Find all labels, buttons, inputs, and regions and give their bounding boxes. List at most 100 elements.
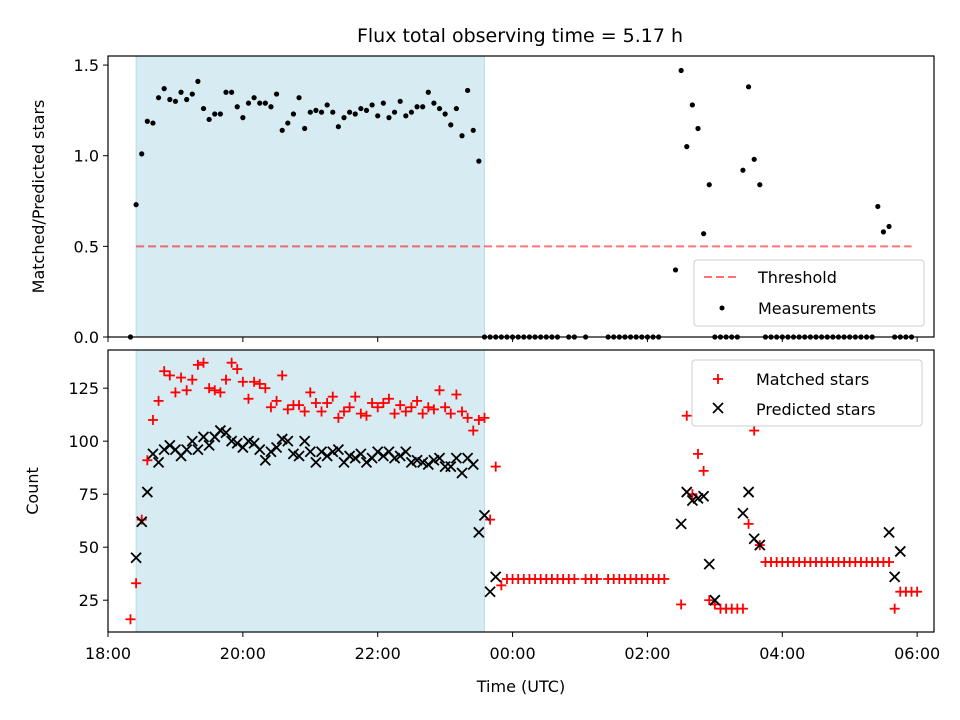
legend-matched-swatch xyxy=(713,374,723,384)
matched-star-point xyxy=(310,398,321,409)
measurement-point xyxy=(420,104,426,110)
matched-star-point xyxy=(490,461,501,472)
predicted-star-point xyxy=(433,452,446,464)
matched-star-point xyxy=(316,406,327,417)
measurement-point xyxy=(206,116,212,123)
predicted-star-point xyxy=(490,571,502,583)
y-tick-label: 125 xyxy=(68,379,99,398)
top-panel: 0.0 0.5 1.0 1.5 Matched/Predicted stars Thr… xyxy=(29,55,935,347)
matched-star-point xyxy=(282,404,293,415)
predicted-star-point xyxy=(299,435,311,447)
matched-star-point xyxy=(159,366,170,377)
measurement-point xyxy=(223,89,229,95)
predicted-star-point xyxy=(164,439,176,452)
predicted-star-point xyxy=(332,444,345,456)
chart-title: Flux total observing time = 5.17 h xyxy=(357,25,683,47)
matched-star-point xyxy=(142,455,153,466)
measurement-point xyxy=(358,105,364,112)
measurement-point xyxy=(414,104,420,110)
y-tick-label: 100 xyxy=(68,432,99,451)
measurement-point xyxy=(195,78,201,84)
predicted-star-point xyxy=(742,486,755,498)
predicted-star-point xyxy=(141,486,153,498)
matched-star-point xyxy=(249,376,260,387)
measurement-point xyxy=(476,158,482,164)
matched-star-point xyxy=(468,425,479,436)
predicted-star-point xyxy=(703,558,715,570)
predicted-star-point xyxy=(394,450,406,462)
measurement-point xyxy=(296,95,302,101)
matched-star-point xyxy=(209,385,220,396)
matched-star-point xyxy=(434,385,445,396)
measurement-point xyxy=(257,100,263,106)
y-tick-label: 1.5 xyxy=(74,56,99,75)
matched-star-point xyxy=(237,376,248,387)
matched-star-point xyxy=(389,408,400,419)
x-tick-label: 04:00 xyxy=(759,644,805,663)
matched-star-point xyxy=(485,514,496,525)
predicted-star-point xyxy=(894,545,906,558)
measurement-point xyxy=(880,229,887,235)
matched-star-point xyxy=(889,603,900,614)
matched-star-point xyxy=(428,404,439,415)
measurement-point xyxy=(155,95,162,101)
matched-star-point xyxy=(327,391,338,402)
predicted-star-point xyxy=(192,444,204,456)
measurement-point xyxy=(313,107,319,113)
measurement-point xyxy=(240,115,246,121)
matched-star-point xyxy=(192,359,203,370)
matched-star-point xyxy=(395,400,406,411)
measurement-point xyxy=(285,120,291,126)
matched-star-point xyxy=(743,518,754,529)
bottom-axes-frame xyxy=(107,349,935,633)
predicted-star-point xyxy=(697,490,710,502)
top-legend: Threshold Measurements xyxy=(693,259,925,327)
y-tick-label: 0.0 xyxy=(74,328,99,347)
matched-star-point xyxy=(344,402,355,413)
matched-star-point xyxy=(676,599,687,610)
measurement-point xyxy=(695,125,701,132)
measurement-point xyxy=(470,127,476,133)
predicted-star-point xyxy=(355,448,367,460)
bottom-x-axis: 18:00 20:00 22:00 00:00 02:00 04:00 06:00 xyxy=(85,632,940,663)
measurement-point xyxy=(318,109,325,115)
measurement-point xyxy=(465,87,471,94)
measurement-point xyxy=(403,113,409,119)
predicted-star-point xyxy=(147,448,159,460)
matched-star-point xyxy=(181,385,192,396)
measurement-point xyxy=(386,115,392,121)
matched-star-point xyxy=(704,595,715,606)
measurement-point xyxy=(229,89,235,95)
y-tick-label: 50 xyxy=(79,538,99,557)
matched-star-point xyxy=(350,391,361,402)
measurement-point xyxy=(425,89,431,95)
matched-star-point xyxy=(164,370,175,381)
measurement-point xyxy=(189,91,195,97)
measurement-point xyxy=(706,182,712,188)
predicted-star-point xyxy=(445,460,457,473)
legend-plus-mark xyxy=(713,374,723,384)
measurement-point xyxy=(459,133,465,139)
matched-star-point xyxy=(591,573,602,584)
predicted-star-point xyxy=(152,456,165,469)
legend-threshold-label: Threshold xyxy=(757,268,837,287)
measurement-point xyxy=(886,223,892,230)
predicted-star-point xyxy=(456,467,468,479)
predicted-star-point xyxy=(130,552,142,564)
measurement-point xyxy=(245,100,252,106)
matched-star-point xyxy=(457,406,467,417)
measurement-point xyxy=(167,96,173,103)
matched-star-point xyxy=(299,406,310,417)
matched-star-point xyxy=(372,402,383,413)
matched-star-point xyxy=(749,425,760,436)
matched-star-point xyxy=(305,387,316,398)
matched-star-point xyxy=(333,412,344,423)
matched-star-point xyxy=(383,393,394,404)
measurement-point xyxy=(391,109,398,115)
measurement-point xyxy=(672,267,679,273)
matched-star-point xyxy=(378,398,389,409)
matched-star-point xyxy=(440,402,451,413)
predicted-star-point xyxy=(158,444,170,456)
matched-star-point xyxy=(473,414,484,425)
legend-predicted-swatch xyxy=(712,402,724,414)
